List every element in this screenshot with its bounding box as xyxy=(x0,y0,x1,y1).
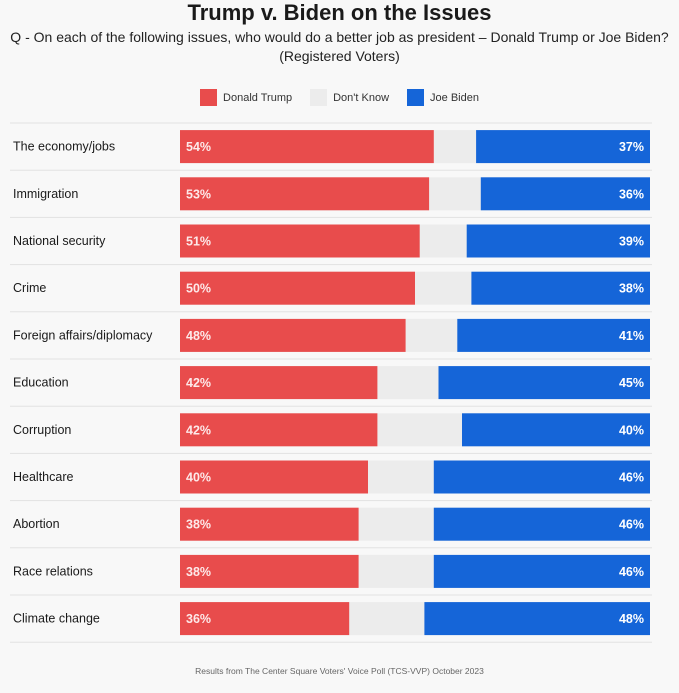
bar-row: Education 42% 45% xyxy=(10,366,652,407)
legend-label-dont-know: Don't Know xyxy=(333,91,390,104)
bar-biden xyxy=(433,507,650,541)
bar-trump xyxy=(180,271,415,305)
data-label-trump: 36% xyxy=(186,612,211,626)
data-label-trump: 50% xyxy=(186,282,211,296)
bar-row: Corruption 42% 40% xyxy=(10,413,652,454)
bar-trump xyxy=(180,507,359,541)
legend-item-trump: Donald Trump xyxy=(200,89,292,106)
bar-row: National security 51% 39% xyxy=(10,224,652,266)
data-label-biden: 46% xyxy=(619,518,644,532)
bar-biden xyxy=(476,130,650,164)
bar-trump xyxy=(180,177,430,211)
data-label-biden: 41% xyxy=(619,329,644,343)
data-label-biden: 38% xyxy=(619,282,644,296)
bar-biden xyxy=(433,460,650,494)
bar-trump xyxy=(180,318,406,352)
bar-row: Abortion 38% 46% xyxy=(10,507,652,549)
data-label-biden: 45% xyxy=(619,376,644,390)
bar-row: The economy/jobs 54% 37% xyxy=(10,130,652,171)
subtitle-population: (Registered Voters) xyxy=(279,48,400,64)
legend-swatch-biden xyxy=(407,89,425,106)
category-label: Immigration xyxy=(13,187,78,201)
data-label-biden: 40% xyxy=(619,423,644,437)
data-label-biden: 48% xyxy=(619,612,644,626)
category-label: Foreign affairs/diplomacy xyxy=(13,328,153,342)
bar-trump xyxy=(180,413,378,447)
data-label-trump: 54% xyxy=(186,140,211,154)
data-label-biden: 46% xyxy=(619,471,644,485)
bar-biden xyxy=(466,224,650,258)
bar-biden xyxy=(471,271,650,305)
bar-trump xyxy=(180,554,359,588)
bar-trump xyxy=(180,224,420,258)
data-label-trump: 38% xyxy=(186,518,211,532)
category-label: Corruption xyxy=(13,423,71,437)
legend-label-trump: Donald Trump xyxy=(223,91,293,104)
data-label-trump: 42% xyxy=(186,423,211,437)
legend-item-biden: Joe Biden xyxy=(407,89,479,106)
source-note: Results from The Center Square Voters' V… xyxy=(195,666,484,676)
bar-biden xyxy=(480,177,650,211)
chart-subtitle: Q - On each of the following issues, who… xyxy=(0,28,679,66)
data-label-trump: 40% xyxy=(186,471,211,485)
chart-title: Trump v. Biden on the Issues xyxy=(187,0,492,25)
data-label-trump: 51% xyxy=(186,235,211,249)
data-label-biden: 39% xyxy=(619,235,644,249)
bar-row: Crime 50% 38% xyxy=(10,271,652,313)
data-label-trump: 48% xyxy=(186,329,211,343)
bar-trump xyxy=(180,460,368,494)
data-label-trump: 42% xyxy=(186,376,211,390)
category-label: Crime xyxy=(13,281,46,295)
bar-biden xyxy=(438,366,650,400)
category-label: Education xyxy=(13,376,69,390)
bar-trump xyxy=(180,130,434,164)
bar-biden xyxy=(424,602,650,636)
legend-swatch-dont-know xyxy=(310,89,328,106)
legend: Donald Trump Don't Know Joe Biden xyxy=(0,89,679,106)
bar-row: Race relations 38% 46% xyxy=(10,554,652,596)
data-label-biden: 36% xyxy=(619,187,644,201)
data-label-trump: 53% xyxy=(186,187,211,201)
legend-swatch-trump xyxy=(200,89,218,106)
bar-row: Foreign affairs/diplomacy 48% 41% xyxy=(10,318,652,360)
bar-biden xyxy=(433,554,650,588)
data-label-biden: 46% xyxy=(619,565,644,579)
category-label: National security xyxy=(13,234,106,248)
category-label: Abortion xyxy=(13,517,60,531)
bar-row: Healthcare 40% 46% xyxy=(10,460,652,502)
bar-biden xyxy=(462,413,650,447)
bar-biden xyxy=(457,318,650,352)
bar-trump xyxy=(180,366,378,400)
category-label: Race relations xyxy=(13,564,93,578)
data-label-biden: 37% xyxy=(619,140,644,154)
bar-row: Climate change 36% 48% xyxy=(10,602,652,643)
category-label: Healthcare xyxy=(13,470,73,484)
bar-row: Immigration 53% 36% xyxy=(10,177,652,218)
data-label-trump: 38% xyxy=(186,565,211,579)
category-label: The economy/jobs xyxy=(13,140,115,154)
legend-label-biden: Joe Biden xyxy=(430,91,479,104)
subtitle-question: Q - On each of the following issues, who… xyxy=(10,29,669,45)
legend-item-dont-know: Don't Know xyxy=(310,89,389,106)
category-label: Climate change xyxy=(13,612,100,626)
bar-trump xyxy=(180,602,350,636)
